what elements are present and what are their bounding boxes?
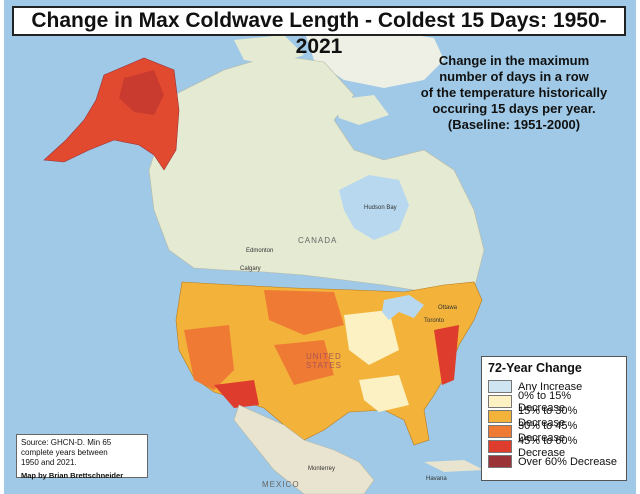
label-mexico: MEXICO <box>262 480 300 489</box>
legend-item: 45% to 60% Decrease <box>488 435 620 459</box>
us-southwest-patch <box>214 380 259 408</box>
alaska-inner <box>119 70 164 115</box>
subtitle-line: Change in the maximum <box>438 53 590 68</box>
legend-swatch <box>488 425 512 438</box>
legend: 72-Year Change Any Increase 0% to 15% Dec… <box>481 356 627 481</box>
us-midwest-light <box>344 310 399 365</box>
legend-swatch <box>488 440 512 453</box>
legend-label: Any Increase <box>518 380 583 393</box>
legend-swatch <box>488 455 512 468</box>
label-toronto: Toronto <box>424 318 445 324</box>
legend-label: 30% to 45% Decrease <box>518 419 578 444</box>
subtitle-line: of the temperature historically <box>420 85 608 100</box>
legend-item: 15% to 30% Decrease <box>488 405 620 429</box>
legend-item: Over 60% Decrease <box>488 454 620 469</box>
subtitle-line: number of days in a row <box>439 69 589 84</box>
subtitle-line: (Baseline: 1951-2000) <box>447 117 581 132</box>
label-ottawa: Ottawa <box>438 305 458 311</box>
label-united: UNITED <box>306 352 342 361</box>
us-central-patch <box>274 340 334 385</box>
legend-title: 72-Year Change <box>488 361 582 375</box>
hudson-bay <box>339 175 409 240</box>
label-havana: Havana <box>426 476 447 482</box>
legend-swatch <box>488 380 512 393</box>
label-hudson-bay: Hudson Bay <box>364 205 397 211</box>
us-southeast-light <box>359 375 409 412</box>
legend-swatch <box>488 410 512 423</box>
great-lakes <box>382 295 424 320</box>
us-west-patch <box>184 325 234 390</box>
map-subtitle: Change in the maximum number of days in … <box>404 53 624 133</box>
label-canada: CANADA <box>298 236 338 245</box>
cuba <box>424 460 484 472</box>
us-north-plains-patch <box>264 290 344 335</box>
source-note: Source: GHCN-D. Min 65 complete years be… <box>16 434 148 480</box>
source-line: complete years between <box>21 448 108 457</box>
legend-item: Any Increase <box>488 379 620 394</box>
arctic-islands-2 <box>334 95 389 125</box>
map-title: Change in Max Coldwave Length - Coldest … <box>12 6 626 58</box>
greenland <box>304 30 444 88</box>
legend-item: 30% to 45% Decrease <box>488 420 620 444</box>
label-calgary: Calgary <box>240 266 261 272</box>
label-monterrey: Monterrey <box>308 466 336 472</box>
label-states: STATES <box>306 361 342 370</box>
legend-label: 45% to 60% Decrease <box>518 434 578 459</box>
mexico-land <box>233 404 375 494</box>
legend-swatch <box>488 395 512 408</box>
north-america-map <box>4 0 636 494</box>
map-author: Map by Brian Brettschneider <box>21 471 124 480</box>
arctic-islands <box>234 35 304 65</box>
label-edmonton: Edmonton <box>246 248 274 254</box>
legend-rows: Any Increase 0% to 15% Decrease 15% to 30%… <box>488 379 620 469</box>
legend-label: 15% to 30% Decrease <box>518 404 578 429</box>
source-line: Source: GHCN-D. Min 65 <box>21 438 112 447</box>
legend-item: 0% to 15% Decrease <box>488 390 620 414</box>
legend-label: 0% to 15% Decrease <box>518 389 572 414</box>
us-east-patch <box>434 325 459 385</box>
legend-label: Over 60% Decrease <box>518 455 618 468</box>
source-line: 1950 and 2021. <box>21 458 77 467</box>
subtitle-line: occuring 15 days per year. <box>432 101 596 116</box>
